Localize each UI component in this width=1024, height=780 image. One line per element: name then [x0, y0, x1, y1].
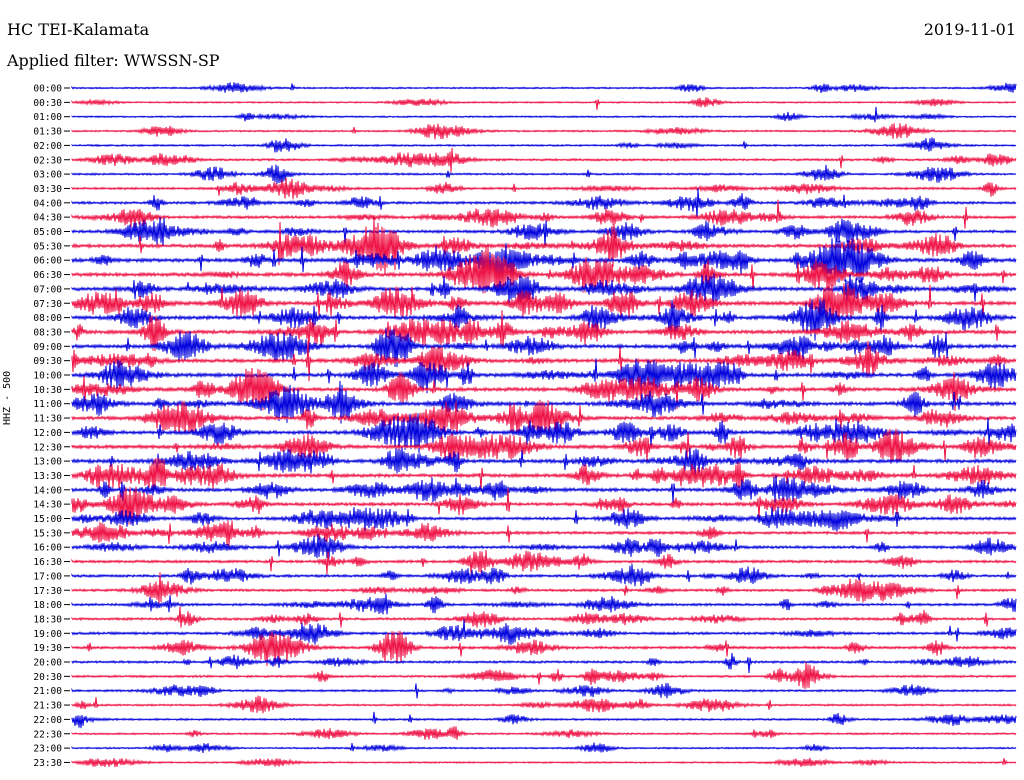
row-label: 06:00 — [33, 256, 62, 267]
row-label: 08:00 — [33, 313, 62, 324]
row-label: 11:30 — [33, 414, 62, 425]
seismic-trace — [71, 97, 1017, 110]
row-label: 13:00 — [33, 457, 62, 468]
seismic-trace — [71, 742, 1017, 754]
seismic-trace — [71, 82, 1017, 94]
row-label: 20:00 — [33, 658, 62, 669]
row-label: 20:30 — [33, 672, 62, 683]
seismic-trace — [71, 549, 1017, 575]
row-label: 18:30 — [33, 614, 62, 625]
seismic-trace — [71, 726, 1017, 740]
seismic-trace — [71, 533, 1017, 559]
seismic-trace — [71, 147, 1017, 173]
seismic-trace — [71, 457, 1017, 492]
row-label: 15:30 — [33, 528, 62, 539]
row-label: 14:30 — [33, 500, 62, 511]
seismic-trace — [71, 413, 1017, 454]
seismic-trace — [71, 188, 1017, 220]
seismic-trace — [71, 507, 1017, 532]
seismic-trace — [71, 327, 1017, 368]
seismic-trace — [71, 177, 1017, 200]
seismic-trace — [71, 340, 1017, 382]
seismic-trace — [71, 106, 1017, 123]
row-label: 08:30 — [33, 327, 62, 338]
seismic-trace — [71, 630, 1017, 667]
row-label: 10:30 — [33, 385, 62, 396]
seismic-trace — [71, 662, 1017, 689]
filter-label: Applied filter: WWSSN-SP — [7, 51, 220, 70]
row-label: 21:30 — [33, 701, 62, 712]
row-label: 05:30 — [33, 241, 62, 252]
seismic-trace — [71, 653, 1017, 674]
row-label: 13:30 — [33, 471, 62, 482]
seismic-trace — [71, 593, 1017, 615]
seismic-trace — [71, 428, 1017, 464]
seismic-trace — [71, 619, 1017, 645]
seismic-trace — [71, 520, 1017, 547]
row-label: 06:30 — [33, 270, 62, 281]
seismic-trace — [71, 486, 1017, 525]
y-axis-label: HHZ - 500 — [2, 370, 13, 425]
seismic-trace — [71, 164, 1017, 184]
row-label: 03:30 — [33, 184, 62, 195]
seismic-trace — [71, 695, 1017, 714]
row-label: 15:00 — [33, 514, 62, 525]
row-label: 02:00 — [33, 141, 62, 152]
row-label: 22:00 — [33, 715, 62, 726]
seismic-trace — [71, 310, 1017, 352]
seismic-trace — [71, 447, 1017, 476]
seismic-trace — [71, 283, 1017, 326]
seismic-trace — [71, 368, 1017, 411]
seismic-trace — [71, 299, 1017, 341]
row-label: 18:00 — [33, 600, 62, 611]
row-label: 12:00 — [33, 428, 62, 439]
seismic-trace — [71, 399, 1017, 437]
seismic-trace — [71, 757, 1017, 768]
row-label: 09:00 — [33, 342, 62, 353]
seismic-trace — [71, 475, 1017, 503]
row-label: 04:00 — [33, 198, 62, 209]
row-label: 09:30 — [33, 356, 62, 367]
row-label: 21:00 — [33, 686, 62, 697]
station-title: HC TEI-Kalamata — [7, 20, 150, 39]
row-label: 23:30 — [33, 758, 62, 769]
row-label: 19:00 — [33, 629, 62, 640]
row-label: 17:30 — [33, 586, 62, 597]
row-label: 02:30 — [33, 155, 62, 166]
row-label: 04:30 — [33, 213, 62, 224]
row-label: 07:00 — [33, 284, 62, 295]
row-label: 17:00 — [33, 571, 62, 582]
seismic-trace — [71, 572, 1017, 604]
seismic-trace — [71, 137, 1017, 153]
row-label: 05:00 — [33, 227, 62, 238]
seismic-trace — [71, 199, 1017, 229]
row-label: 00:00 — [33, 84, 62, 95]
row-label: 01:30 — [33, 127, 62, 138]
seismic-trace — [71, 711, 1017, 729]
date-label: 2019-11-01 — [923, 20, 1016, 39]
row-label: 23:00 — [33, 744, 62, 755]
row-label: 14:00 — [33, 485, 62, 496]
row-label: 00:30 — [33, 98, 62, 109]
seismic-trace — [71, 237, 1017, 283]
seismic-trace — [71, 563, 1017, 587]
row-label: 11:00 — [33, 399, 62, 410]
seismic-trace — [71, 217, 1017, 247]
row-label: 22:30 — [33, 729, 62, 740]
row-label: 03:00 — [33, 170, 62, 181]
seismic-trace — [71, 273, 1017, 309]
row-label: 16:00 — [33, 543, 62, 554]
row-label: 07:30 — [33, 299, 62, 310]
row-label: 12:30 — [33, 442, 62, 453]
row-label: 16:30 — [33, 557, 62, 568]
seismic-trace — [71, 682, 1017, 699]
row-label: 19:30 — [33, 643, 62, 654]
seismic-trace — [71, 245, 1017, 295]
row-label: 10:00 — [33, 371, 62, 382]
seismic-trace — [71, 358, 1017, 394]
row-label: 01:00 — [33, 112, 62, 123]
seismic-trace — [71, 606, 1017, 628]
seismic-trace — [71, 123, 1017, 140]
